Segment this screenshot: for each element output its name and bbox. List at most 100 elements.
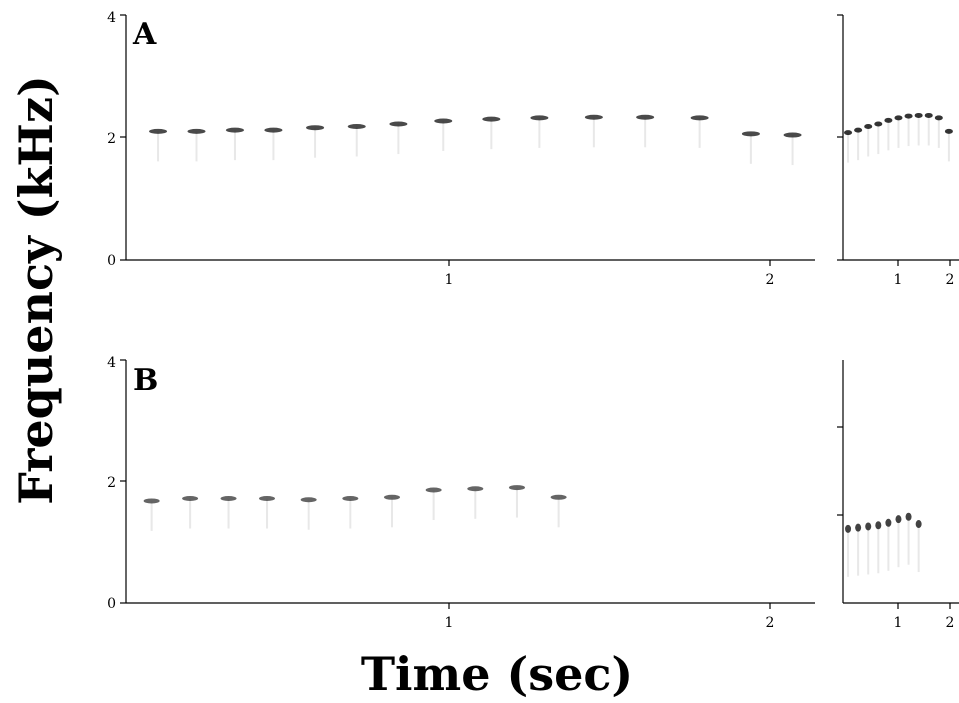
panel-a-inset-syllable-smear-2	[857, 130, 860, 161]
panel-a-inset-syllable-7	[904, 113, 913, 119]
panel-b-syllable-smear-8	[432, 490, 435, 521]
panel-a-inset-syllable-smear-11	[947, 131, 950, 162]
panel-a-inset-syllable-4	[874, 121, 883, 127]
panel-b-syllable-smear-11	[557, 497, 560, 528]
panel-a-syllable-7	[389, 121, 408, 127]
panel-a-inset: 1 2	[837, 14, 959, 288]
panel-b-ytick-label-0: 0	[107, 596, 116, 612]
panel-b-syllable-smear-10	[515, 487, 518, 518]
panel-b-inset-syllable-smear-3	[867, 526, 870, 575]
panel-a-syllable-smear-1	[157, 131, 160, 162]
panel-b-inset-marks	[845, 512, 922, 577]
panel-a-syllable-smear-2	[195, 131, 198, 162]
panel-a-syllable-smear-14	[749, 133, 752, 164]
panel-a-syllable-smear-15	[791, 135, 794, 166]
panel-a-syllable-smear-3	[233, 130, 236, 161]
panel-a-syllable-smear-9	[490, 119, 493, 150]
panel-a-inset-syllable-10	[934, 115, 943, 121]
panel-a-syllable-14	[741, 131, 760, 137]
panel-b-syllable-4	[259, 496, 276, 502]
panel-a-ytick-label-4: 4	[107, 10, 116, 26]
panel-a-syllable-13	[690, 115, 709, 121]
panel-a-syllable-11	[584, 114, 603, 120]
x-axis-title: Time (sec)	[361, 647, 633, 701]
panel-a-inset-syllable-8	[914, 112, 923, 118]
panel-a-syllable-4	[264, 127, 283, 133]
panel-a: 4 2 0 1 2 A	[107, 10, 815, 288]
panel-b-syllable-11	[550, 494, 567, 500]
panel-b-xtick-label-2: 2	[766, 615, 775, 631]
panel-a-syllable-6	[347, 123, 366, 129]
panel-b-inset-syllable-5	[885, 518, 892, 527]
panel-a-syllable-smear-7	[397, 124, 400, 155]
panel-a-syllable-smear-8	[442, 120, 445, 151]
panel-a-syllable-3	[225, 127, 244, 133]
panel-b-syllable-smear-2	[189, 498, 192, 529]
panel-a-xtick-label-1: 1	[445, 272, 454, 288]
panel-a-inset-syllable-smear-3	[867, 126, 870, 157]
panel-a-inset-syllable-smear-10	[937, 117, 940, 148]
panel-b-inset-xtick-label-2: 2	[946, 615, 955, 631]
panel-a-inset-syllable-3	[864, 123, 873, 129]
panel-b-inset-syllable-4	[875, 521, 882, 530]
panel-a-inset-syllable-9	[924, 112, 933, 118]
panel-a-inset-syllable-11	[944, 128, 953, 134]
panel-b-syllable-3	[220, 496, 237, 502]
panel-a-label: A	[132, 17, 157, 52]
panel-b-inset-syllable-smear-2	[857, 527, 860, 576]
panel-b-ytick-label-4: 4	[107, 355, 116, 371]
panel-b-syllable-6	[342, 496, 359, 502]
panel-a-inset-syllable-smear-9	[927, 115, 930, 146]
panel-b-syllable-7	[383, 494, 400, 500]
panel-b-syllable-10	[508, 485, 525, 491]
panel-b-label: B	[133, 363, 158, 398]
y-axis-title: Frequency (kHz)	[9, 75, 63, 504]
panel-a-syllable-15	[783, 132, 802, 138]
panel-b-inset-xtick-label-1: 1	[894, 615, 903, 631]
panel-b-inset-syllable-8	[915, 520, 922, 529]
panel-a-inset-syllable-1	[844, 130, 853, 136]
panel-b-inset-syllable-2	[855, 523, 862, 532]
panel-a-syllable-smear-10	[538, 117, 541, 148]
panel-b-inset-syllable-6	[895, 515, 902, 524]
panel-b-syllable-smear-6	[349, 498, 352, 529]
panel-a-syllable-9	[482, 116, 501, 122]
panel-a-marks	[149, 114, 802, 166]
panel-a-inset-syllable-smear-1	[847, 132, 850, 163]
panel-a-inset-syllable-smear-4	[877, 124, 880, 155]
panel-b-syllable-smear-9	[474, 488, 477, 519]
panel-b-syllable-smear-3	[227, 498, 230, 529]
panel-a-syllable-12	[636, 114, 655, 120]
panel-b-inset-syllable-1	[845, 524, 852, 533]
panel-a-inset-syllable-smear-8	[917, 115, 920, 146]
panel-a-syllable-8	[434, 118, 453, 124]
panel-a-syllable-smear-12	[644, 117, 647, 148]
panel-a-xtick-label-2: 2	[766, 272, 775, 288]
panel-b-inset-syllable-smear-5	[887, 522, 890, 571]
panel-b-inset-syllable-smear-8	[917, 524, 920, 573]
panel-a-ytick-label-0: 0	[107, 253, 116, 269]
panel-b-syllable-2	[182, 496, 199, 502]
panel-a-inset-syllable-smear-5	[887, 120, 890, 151]
panel-b-inset-syllable-7	[905, 512, 912, 521]
panel-a-syllable-smear-11	[592, 117, 595, 148]
panel-b-inset-syllable-3	[865, 522, 872, 531]
panel-a-syllable-smear-13	[698, 117, 701, 148]
panel-b: 4 2 0 1 2 B	[107, 355, 815, 631]
panel-b-inset-syllable-smear-6	[897, 519, 900, 568]
panel-a-syllable-5	[306, 125, 325, 131]
panel-a-syllable-1	[149, 128, 168, 134]
panel-b-xtick-label-1: 1	[445, 615, 454, 631]
panel-a-inset-syllable-6	[894, 115, 903, 121]
panel-b-inset: 1 2	[837, 360, 959, 631]
panel-a-syllable-smear-5	[314, 127, 317, 158]
panel-b-syllable-8	[425, 487, 442, 493]
panel-b-syllable-smear-1	[150, 500, 153, 531]
panel-a-inset-syllable-smear-6	[897, 117, 900, 148]
panel-b-syllable-1	[143, 498, 160, 504]
panel-b-inset-syllable-smear-1	[847, 528, 850, 577]
panel-b-ytick-label-2: 2	[107, 475, 116, 491]
panel-b-inset-syllable-smear-7	[907, 516, 910, 565]
panel-a-inset-xtick-label-1: 1	[894, 272, 903, 288]
